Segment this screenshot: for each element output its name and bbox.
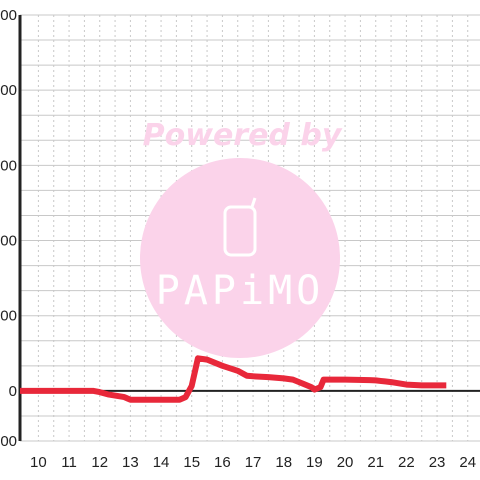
x-tick-label: 22 [398,454,415,471]
phone-icon-antenna [250,197,257,208]
series-group [20,355,447,403]
y-tick-label: 60,000 [0,233,17,250]
y-tick-label: 120,000 [0,82,17,99]
y-tick-label: 150,000 [0,7,17,24]
x-tick-label: 10 [30,454,47,471]
phone-icon [223,205,257,257]
y-tick-label: 30,000 [0,308,17,325]
grid [20,14,480,442]
x-tick-label: 11 [61,454,77,471]
x-tick-label: 20 [337,454,354,471]
x-tick-label: 16 [214,454,231,471]
x-tick-label: 21 [367,454,384,471]
x-tick-label: 12 [91,454,108,471]
y-tick-label: -20,000 [0,433,17,450]
x-tick-label: 24 [459,454,476,471]
x-tick-label: 23 [429,454,446,471]
y-tick-label: 0 [9,383,17,400]
x-tick-label: 15 [183,454,200,471]
watermark-powered-text: Powered by [143,118,343,153]
tick-labels: 150,000 120,000 90,000 60,000 30,000 0 -20,000… [0,7,476,471]
watermark-brand-text: PAPiMO [156,268,325,314]
x-tick-label: 18 [275,454,292,471]
x-tick-label: 19 [306,454,323,471]
watermark-circle [140,158,340,358]
watermark: Powered by PAPiMO [140,118,343,358]
series-line [20,355,447,403]
x-tick-label: 17 [245,454,262,471]
y-tick-label: 90,000 [0,157,17,174]
x-tick-label: 13 [122,454,139,471]
x-tick-label: 14 [153,454,170,471]
